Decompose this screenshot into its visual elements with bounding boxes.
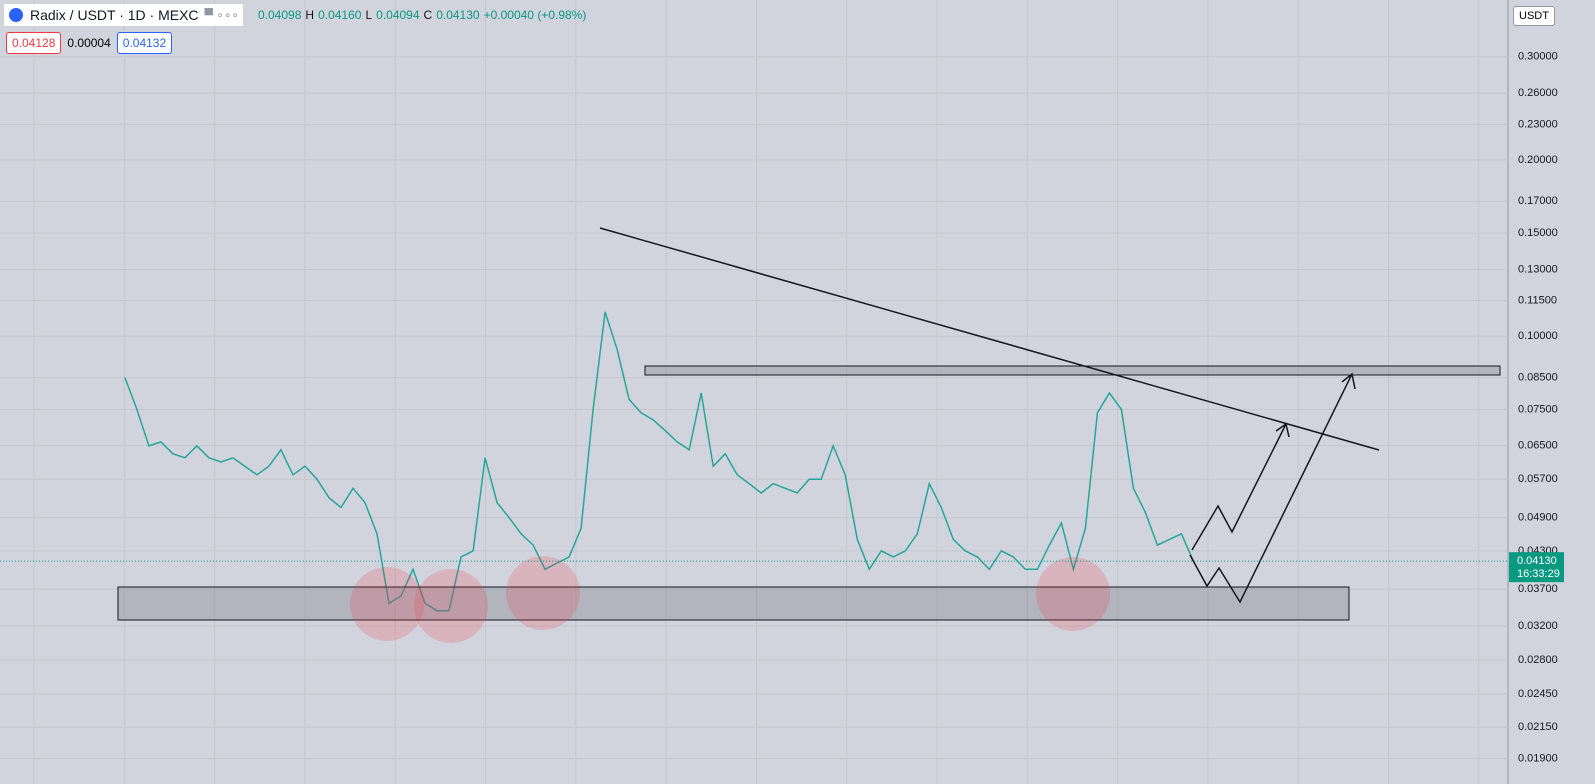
arrow-head bbox=[1341, 372, 1356, 390]
highlight bbox=[1036, 557, 1110, 631]
y-tick-label: 0.05700 bbox=[1518, 473, 1558, 485]
highlight bbox=[506, 556, 580, 630]
y-tick-label: 0.13000 bbox=[1518, 263, 1558, 275]
y-tick-label: 0.11500 bbox=[1518, 295, 1557, 307]
drawings bbox=[117, 227, 1501, 643]
symbol-header[interactable]: Radix / USDT · 1D · MEXC ▀ ∘∘∘ bbox=[4, 4, 243, 26]
y-tick-label: 0.08500 bbox=[1518, 371, 1558, 383]
y-tick-label: 0.15000 bbox=[1518, 227, 1558, 239]
y-tick-label: 0.04900 bbox=[1518, 512, 1558, 524]
bid-ask: 0.04128 0.00004 0.04132 bbox=[6, 32, 173, 54]
trend-line bbox=[599, 227, 1380, 451]
projection-path bbox=[1189, 373, 1353, 604]
price-axis bbox=[1508, 0, 1595, 784]
time-grid bbox=[33, 0, 1480, 784]
y-tick-label: 0.20000 bbox=[1518, 154, 1558, 166]
high-label: H bbox=[305, 8, 315, 22]
series bbox=[124, 311, 1195, 612]
y-tick-label: 0.01900 bbox=[1518, 753, 1558, 765]
y-tick-label: 0.17000 bbox=[1518, 195, 1558, 207]
resistance-zone bbox=[644, 365, 1501, 376]
y-tick-label: 0.10000 bbox=[1518, 330, 1558, 342]
ask[interactable]: 0.04132 bbox=[116, 32, 173, 54]
spread: 0.00004 bbox=[67, 36, 111, 50]
highlight bbox=[350, 567, 424, 641]
countdown: 16:33:29 bbox=[1517, 568, 1560, 580]
close-label: C bbox=[423, 8, 433, 22]
y-tick-label: 0.23000 bbox=[1518, 118, 1558, 130]
support-zone bbox=[117, 586, 1350, 621]
y-tick-label: 0.30000 bbox=[1518, 51, 1558, 63]
ohlc: 0.04098 H 0.04160 L 0.04094 C 0.04130 +0.00… bbox=[258, 8, 586, 22]
y-tick-label: 0.03200 bbox=[1518, 620, 1558, 632]
y-tick-label: 0.07500 bbox=[1518, 403, 1558, 415]
price-line bbox=[124, 311, 1195, 612]
grid: 0.30000 0.26000 0.23000 0.20000 0.17000 0.150… bbox=[0, 51, 1558, 765]
highlight bbox=[414, 569, 488, 643]
high: 0.04160 bbox=[318, 8, 362, 22]
arrow-head bbox=[1275, 422, 1290, 438]
currency[interactable]: USDT bbox=[1513, 6, 1555, 26]
low: 0.04094 bbox=[376, 8, 420, 22]
y-tick-label: 0.02150 bbox=[1518, 721, 1558, 733]
projection-path bbox=[1191, 423, 1287, 551]
bid[interactable]: 0.04128 bbox=[6, 32, 62, 54]
open: 0.04098 bbox=[258, 8, 302, 22]
y-tick-label: 0.02450 bbox=[1518, 688, 1558, 700]
change: +0.00040 (+0.98%) bbox=[483, 8, 587, 22]
icons[interactable]: ▀ ∘∘∘ bbox=[204, 8, 239, 22]
last-price-label: 0.04130 bbox=[1517, 555, 1557, 567]
symbol[interactable]: Radix / USDT · 1D · MEXC bbox=[30, 7, 199, 23]
low-label: L bbox=[365, 8, 373, 22]
close: 0.04130 bbox=[436, 8, 480, 22]
y-tick-label: 0.26000 bbox=[1518, 87, 1558, 99]
last-price-tag bbox=[1509, 552, 1564, 583]
y-tick-label: 0.02800 bbox=[1518, 654, 1558, 666]
y-tick-label: 0.06500 bbox=[1518, 440, 1558, 452]
y-tick-label: 0.03700 bbox=[1518, 583, 1558, 595]
logo bbox=[9, 8, 23, 22]
